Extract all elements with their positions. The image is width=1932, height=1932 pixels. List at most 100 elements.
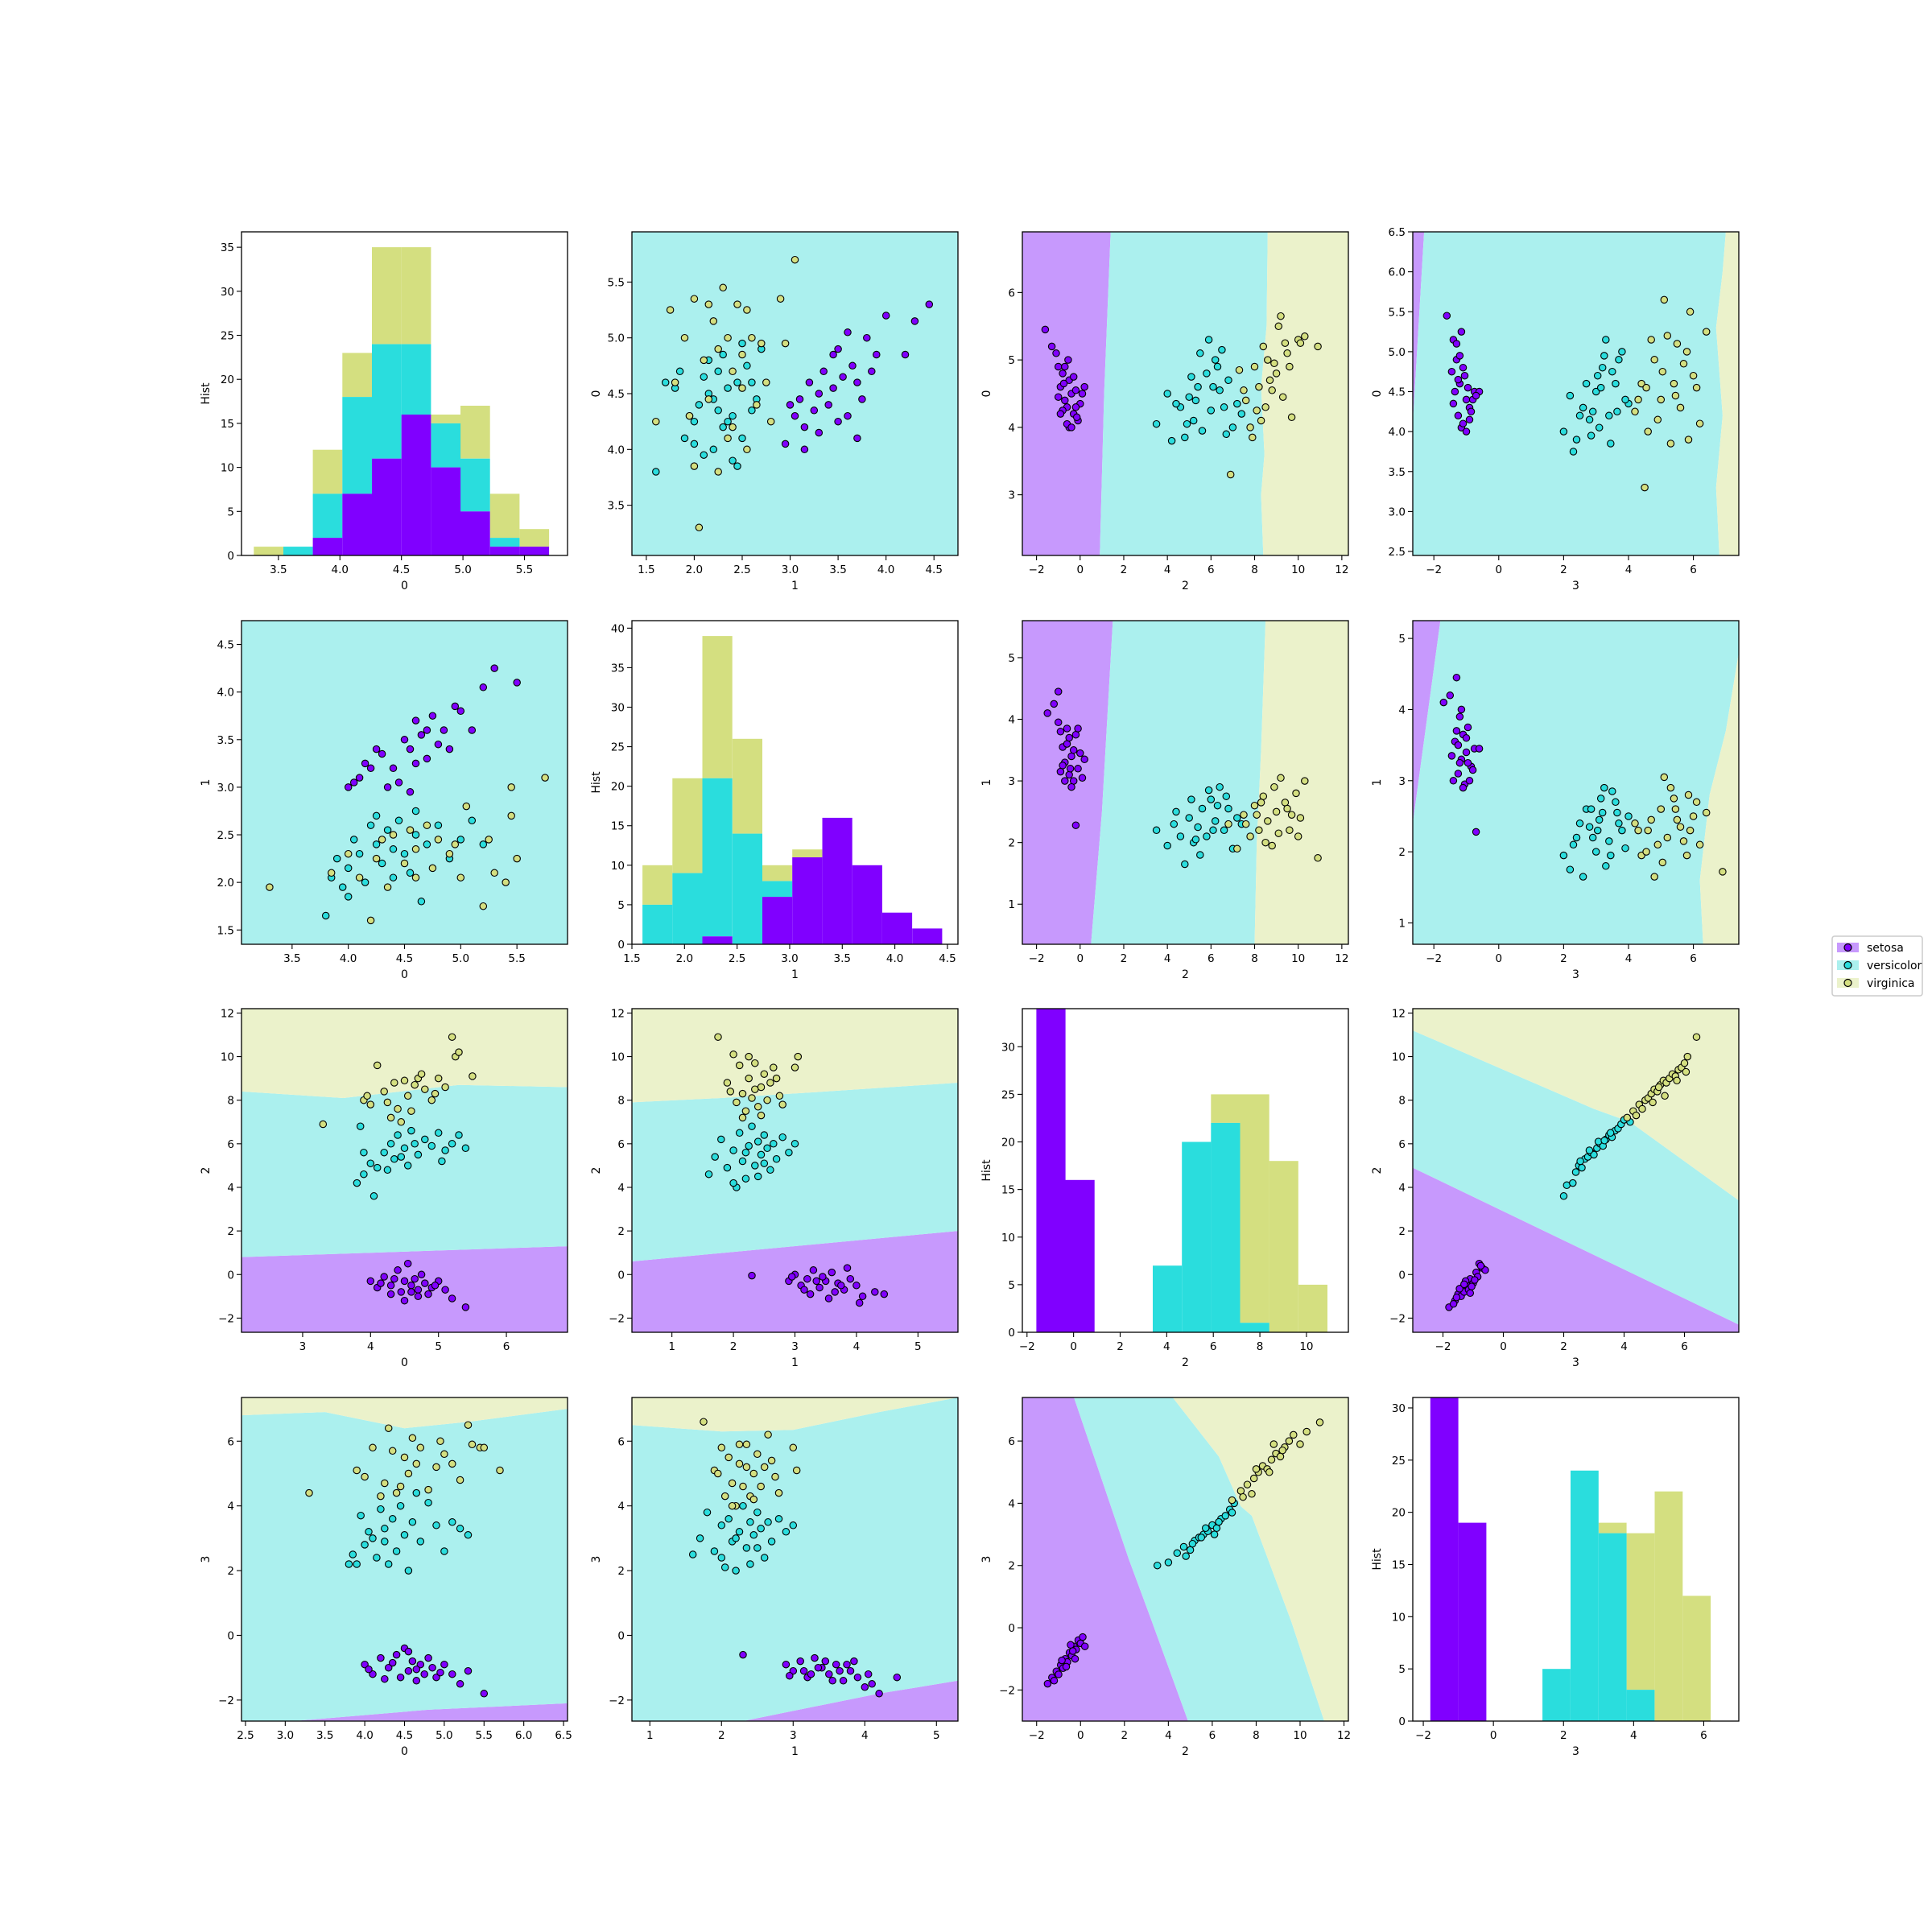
- scatter-point-setosa: [388, 1658, 397, 1667]
- decision-region-virginica: [1715, 232, 1739, 555]
- scatter-point-versicolor: [386, 1140, 395, 1148]
- scatter-point-setosa: [1061, 396, 1069, 405]
- scatter-point-virginica: [397, 1118, 406, 1126]
- x-tick-label: 2: [1117, 1340, 1124, 1353]
- scatter-point-setosa: [819, 367, 828, 376]
- x-tick-label: 5: [914, 1340, 922, 1353]
- scatter-point-virginica: [468, 1440, 477, 1449]
- scatter-point-virginica: [1314, 854, 1322, 862]
- scatter-point-virginica: [751, 1059, 759, 1067]
- scatter-point-virginica: [403, 1092, 412, 1100]
- scatter-point-setosa: [832, 1660, 840, 1669]
- scatter-point-setosa: [1067, 752, 1075, 761]
- scatter-point-virginica: [496, 1466, 504, 1475]
- scatter-point-setosa: [1472, 391, 1480, 400]
- decision-region-setosa: [1022, 1397, 1188, 1721]
- scatter-point-versicolor: [789, 1521, 798, 1530]
- hist-bar-virginica: [460, 406, 490, 459]
- scatter-point-virginica: [764, 1430, 772, 1439]
- scatter-point-setosa: [390, 1274, 398, 1283]
- scatter-point-virginica: [1259, 342, 1268, 351]
- x-tick-label: 2: [1560, 1729, 1567, 1742]
- axes-frame: [1412, 620, 1740, 945]
- scatter-point-setosa: [400, 1296, 409, 1305]
- scatter-point-virginica: [726, 1088, 735, 1096]
- x-tick-label: 6: [1208, 952, 1215, 965]
- scatter-point-versicolor: [381, 1525, 389, 1533]
- scatter-point-versicolor: [1608, 787, 1616, 795]
- scatter-point-versicolor: [392, 1547, 401, 1555]
- y-tick-label: 4: [1008, 422, 1015, 435]
- scatter-point-virginica: [384, 1424, 393, 1432]
- scatter-point-virginica: [1277, 774, 1285, 782]
- scatter-point-versicolor: [700, 373, 708, 381]
- hist-bar-setosa: [762, 897, 793, 944]
- y-tick-label: 15: [1392, 1558, 1406, 1571]
- scatter-point-virginica: [1657, 395, 1666, 404]
- scatter-point-versicolor: [448, 1140, 456, 1148]
- hist-bar-virginica: [702, 636, 733, 778]
- x-tick-label: 0: [1076, 952, 1084, 965]
- scatter-point-setosa: [403, 1259, 412, 1268]
- x-tick-label: 2: [1560, 1340, 1567, 1353]
- scatter-point-virginica: [400, 859, 409, 868]
- scatter-point-setosa: [782, 1660, 791, 1669]
- scatter-point-virginica: [456, 1476, 464, 1484]
- scatter-point-versicolor: [1595, 423, 1604, 431]
- x-tick-label: 3.5: [283, 952, 300, 965]
- scatter-point-versicolor: [1575, 819, 1584, 828]
- scatter-point-setosa: [1457, 328, 1466, 336]
- scatter-point-setosa: [1054, 687, 1063, 696]
- scatter-point-versicolor: [1197, 1534, 1206, 1542]
- y-tick-label: 30: [1001, 1041, 1015, 1054]
- hist-bar-virginica: [1654, 1491, 1683, 1721]
- hist-bar-versicolor: [431, 423, 461, 468]
- scatter-point-setosa: [448, 1670, 456, 1678]
- y-tick-label: 2: [227, 1225, 234, 1238]
- scatter-point-versicolor: [1210, 1530, 1219, 1538]
- scatter-point-setosa: [1069, 373, 1078, 381]
- scatter-point-setosa: [1455, 712, 1464, 721]
- y-axis-label: 0: [980, 390, 993, 398]
- scatter-point-setosa: [1449, 777, 1458, 785]
- hist-bar-versicolor: [732, 833, 762, 944]
- scatter-point-versicolor: [349, 1550, 357, 1558]
- scatter-point-setosa: [828, 1677, 836, 1685]
- scatter-point-setosa: [863, 333, 871, 342]
- scatter-point-versicolor: [394, 1131, 402, 1139]
- scatter-point-versicolor: [434, 821, 443, 829]
- scatter-point-versicolor: [1153, 1561, 1162, 1570]
- scatter-point-setosa: [1439, 698, 1448, 707]
- scatter-point-virginica: [1682, 348, 1691, 356]
- plot-area: [242, 621, 568, 944]
- scatter-point-versicolor: [338, 883, 347, 891]
- y-tick-label: 4: [1008, 1497, 1015, 1510]
- decision-region-versicolor: [1100, 232, 1268, 555]
- y-tick-label: −2: [999, 1684, 1015, 1697]
- scatter-point-virginica: [383, 1098, 392, 1107]
- scatter-point-setosa: [864, 1670, 873, 1678]
- scatter-point-setosa: [800, 1286, 808, 1294]
- scatter-point-virginica: [723, 1079, 732, 1087]
- y-tick-label: 25: [1001, 1088, 1015, 1101]
- scatter-point-virginica: [392, 1488, 401, 1497]
- legend-marker-virginica: [1843, 978, 1852, 988]
- x-tick-label: −2: [1019, 1340, 1035, 1353]
- scatter-point-virginica: [745, 1052, 753, 1061]
- scatter-point-setosa: [448, 1294, 456, 1302]
- scatter-point-setosa: [1056, 410, 1065, 418]
- x-tick-label: 2.5: [729, 952, 745, 965]
- decision-region-setosa: [1413, 1167, 1739, 1332]
- scatter-point-setosa: [1067, 1641, 1075, 1649]
- legend-label-virginica: virginica: [1867, 977, 1915, 990]
- scatter-point-versicolor: [1602, 336, 1610, 344]
- scatter-point-setosa: [1080, 1642, 1089, 1650]
- scatter-point-versicolor: [353, 1560, 361, 1568]
- hist-bar-virginica: [254, 547, 283, 555]
- plot-area: [1022, 1009, 1348, 1332]
- scatter-point-versicolor: [1576, 1157, 1584, 1166]
- scatter-point-virginica: [1644, 826, 1652, 835]
- scatter-point-versicolor: [424, 1498, 432, 1507]
- scatter-point-virginica: [1650, 873, 1658, 881]
- scatter-point-setosa: [394, 1266, 402, 1274]
